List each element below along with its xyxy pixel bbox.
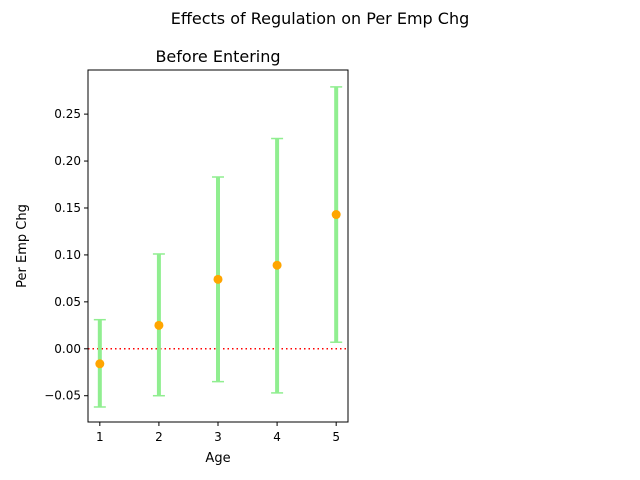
x-tick-label: 3 — [214, 430, 222, 444]
y-axis: −0.05 0.00 0.05 0.10 0.15 0.20 0.25 — [44, 107, 88, 403]
y-tick-label: 0.15 — [54, 201, 81, 215]
data-point — [95, 359, 105, 369]
x-axis: 1 2 3 4 5 — [96, 422, 340, 444]
y-axis-label: Per Emp Chg — [15, 204, 30, 288]
y-tick-label: −0.05 — [44, 389, 81, 403]
chart-title: Before Entering — [155, 47, 280, 66]
x-tick-label: 4 — [273, 430, 281, 444]
data-point — [331, 210, 341, 220]
data-point — [154, 320, 164, 330]
data-point — [272, 260, 282, 270]
y-tick-label: 0.10 — [54, 248, 81, 262]
y-tick-label: 0.05 — [54, 295, 81, 309]
x-axis-label: Age — [205, 451, 230, 466]
x-tick-label: 2 — [155, 430, 163, 444]
plot-area — [88, 86, 348, 408]
figure-suptitle: Effects of Regulation on Per Emp Chg — [171, 9, 470, 28]
x-tick-label: 5 — [332, 430, 340, 444]
y-tick-label: 0.00 — [54, 342, 81, 356]
y-tick-label: 0.25 — [54, 107, 81, 121]
y-tick-label: 0.20 — [54, 154, 81, 168]
data-point — [213, 274, 223, 284]
x-tick-label: 1 — [96, 430, 104, 444]
